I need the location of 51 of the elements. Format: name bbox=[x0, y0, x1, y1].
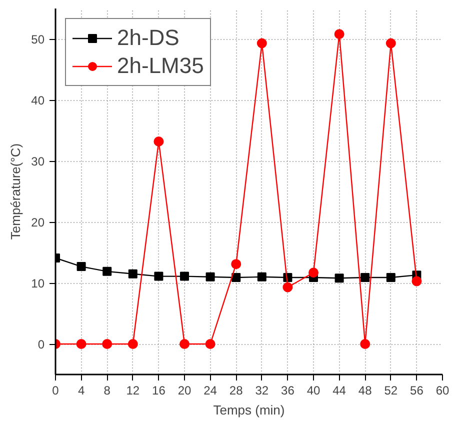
x-tick-label: 12 bbox=[126, 384, 140, 398]
legend-label: 2h-DS bbox=[117, 25, 180, 51]
x-tick-label: 16 bbox=[152, 384, 166, 398]
point bbox=[256, 38, 267, 48]
point bbox=[206, 272, 215, 282]
x-tick-label: 28 bbox=[229, 384, 244, 398]
point bbox=[232, 273, 241, 282]
point bbox=[360, 273, 370, 282]
point bbox=[76, 262, 86, 272]
x-tick-label: 4 bbox=[78, 384, 85, 398]
point bbox=[386, 38, 396, 48]
y-tick-label: 0 bbox=[38, 338, 45, 352]
point bbox=[76, 339, 86, 349]
point bbox=[360, 339, 370, 349]
x-tick-label: 24 bbox=[204, 384, 218, 398]
x-tick-label: 56 bbox=[410, 384, 424, 398]
y-tick-label: 30 bbox=[31, 154, 45, 168]
x-tick-label: 44 bbox=[332, 384, 346, 398]
y-tick-label: 20 bbox=[31, 216, 45, 230]
y-axis-title: Température(°C) bbox=[8, 143, 24, 240]
x-tick-label: 32 bbox=[255, 384, 269, 398]
point bbox=[102, 339, 112, 349]
point bbox=[231, 259, 242, 270]
point bbox=[180, 272, 189, 281]
x-tick-label: 0 bbox=[52, 384, 60, 398]
y-tick-label: 50 bbox=[31, 32, 45, 46]
y-tick-label: 40 bbox=[31, 94, 45, 108]
y-tick-label: 10 bbox=[31, 276, 45, 290]
x-axis-title: Temps (min) bbox=[213, 402, 285, 418]
point bbox=[154, 272, 164, 281]
x-tick-label: 60 bbox=[436, 384, 450, 398]
point bbox=[154, 136, 164, 146]
x-tick-label: 20 bbox=[178, 384, 192, 398]
x-tick-label: 52 bbox=[384, 384, 398, 398]
point bbox=[257, 272, 266, 282]
point bbox=[334, 274, 344, 283]
point bbox=[180, 339, 190, 349]
point bbox=[128, 339, 138, 349]
point bbox=[128, 269, 138, 278]
point bbox=[412, 276, 422, 286]
x-tick-label: 8 bbox=[104, 384, 111, 398]
x-tick-label: 36 bbox=[281, 384, 295, 398]
x-tick-label: 40 bbox=[306, 384, 320, 398]
point bbox=[282, 282, 293, 292]
x-tick-label: 48 bbox=[358, 384, 372, 398]
point bbox=[308, 268, 318, 278]
point bbox=[205, 339, 216, 349]
point bbox=[334, 29, 344, 40]
point bbox=[386, 273, 396, 282]
point bbox=[102, 266, 112, 276]
legend-label: 2h-LM35 bbox=[117, 53, 204, 79]
